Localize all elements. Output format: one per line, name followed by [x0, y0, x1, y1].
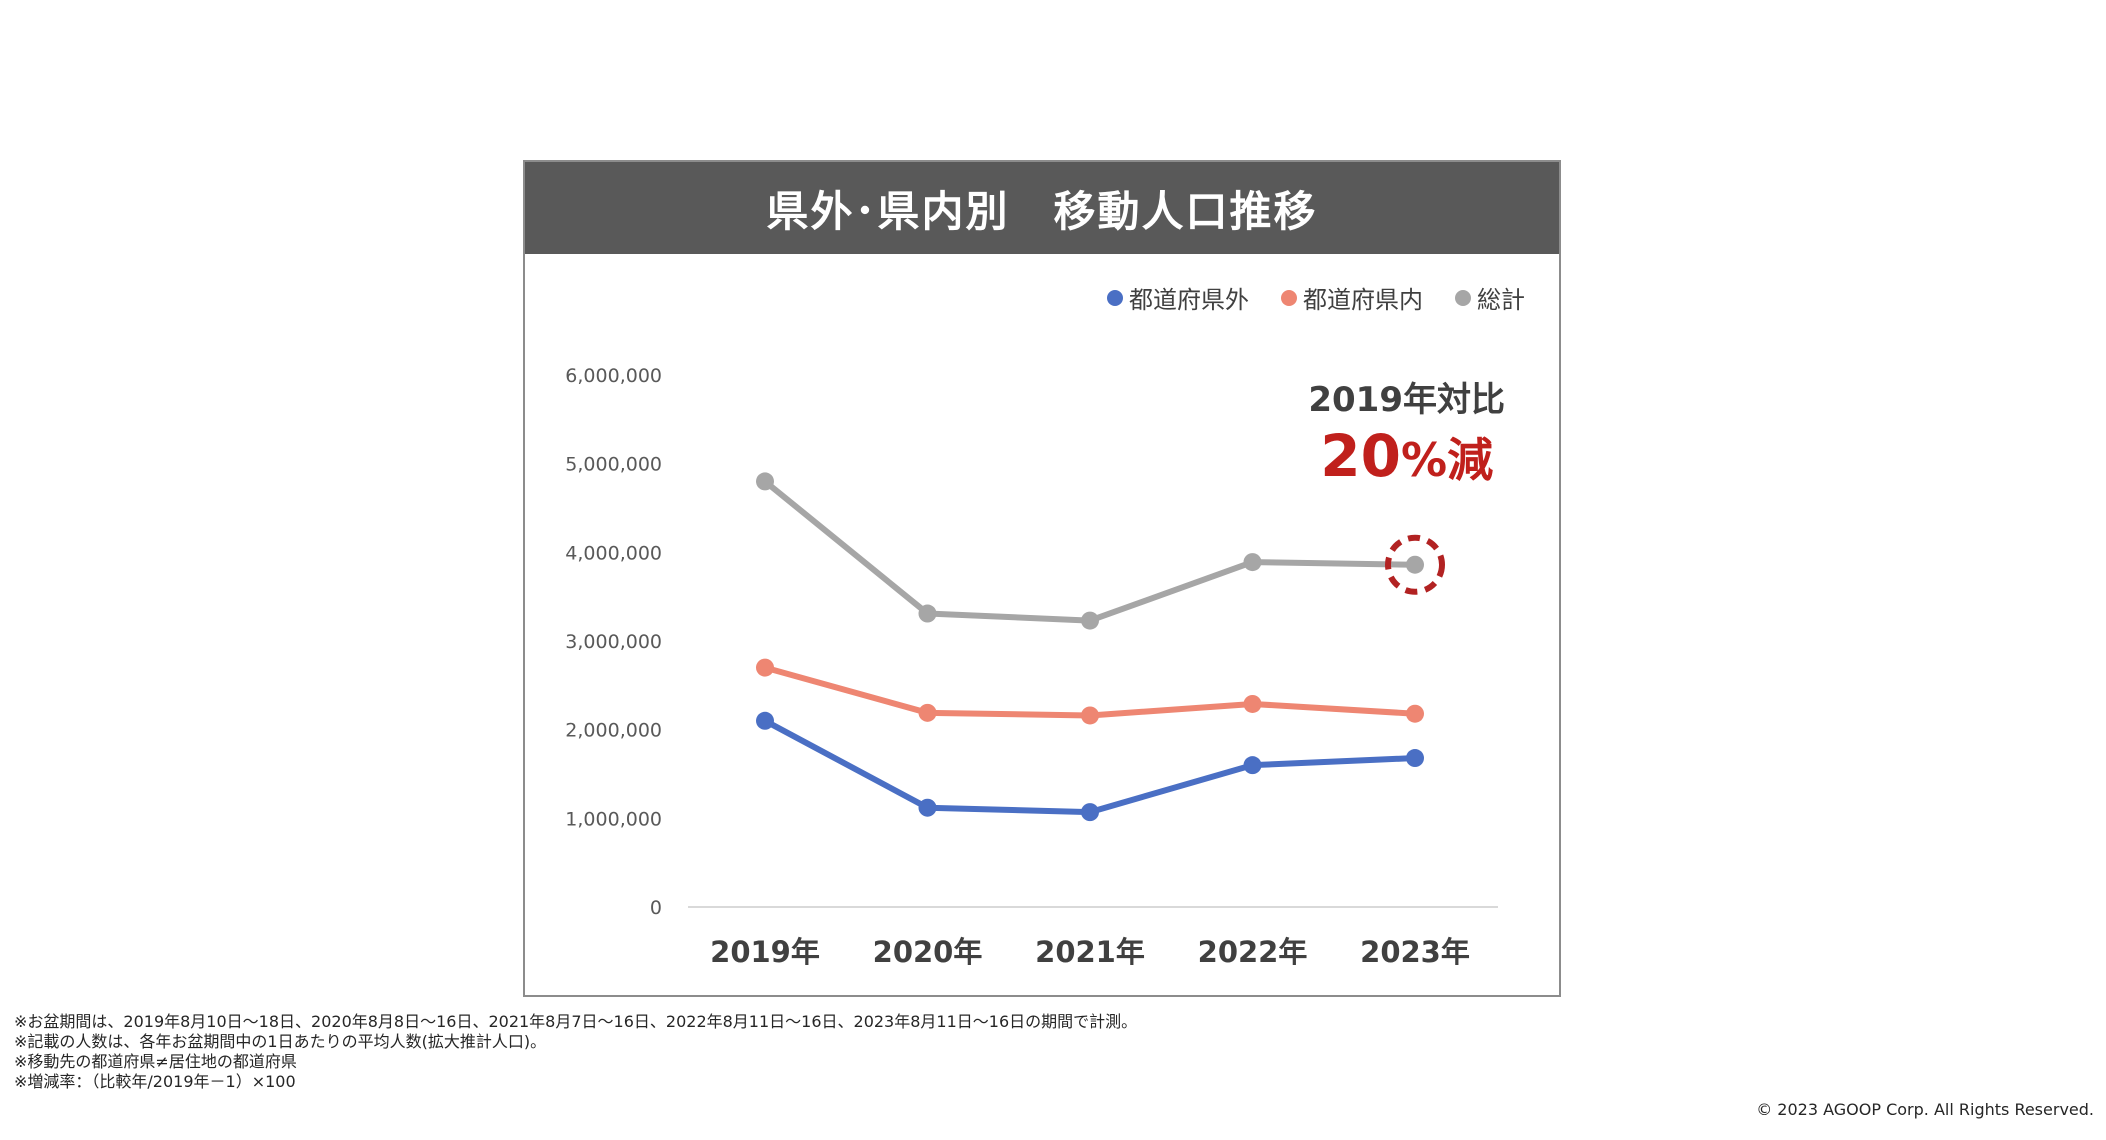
x-tick-label: 2023年: [1360, 935, 1470, 969]
callout-number: 20: [1320, 422, 1401, 491]
legend-label-within-prefecture: 都道府県内: [1303, 286, 1423, 314]
y-tick-label: 3,000,000: [565, 631, 662, 653]
footnote: ※移動先の都道府県≠居住地の都道府県: [14, 1052, 297, 1071]
data-point: [756, 658, 774, 677]
data-point: [1081, 803, 1099, 822]
x-tick-label: 2021年: [1035, 935, 1145, 969]
legend-item-within-prefecture: 都道府県内: [1281, 280, 1423, 315]
data-point: [1406, 555, 1424, 574]
y-tick-label: 1,000,000: [565, 808, 662, 830]
x-tick-label: 2020年: [873, 935, 983, 969]
footnote: ※記載の人数は、各年お盆期間中の1日あたりの平均人数(拡大推計人口)。: [14, 1032, 547, 1051]
data-point: [1081, 611, 1099, 630]
y-tick-label: 0: [650, 897, 662, 919]
legend-marker-total: [1455, 289, 1471, 306]
data-point: [1243, 553, 1262, 572]
data-point: [1406, 749, 1424, 768]
data-point: [1243, 694, 1262, 713]
y-tick-label: 4,000,000: [565, 542, 662, 564]
data-point: [918, 604, 937, 623]
data-point: [918, 798, 937, 817]
legend-item-total: 総計: [1455, 280, 1525, 315]
copyright: © 2023 AGOOP Corp. All Rights Reserved.: [1756, 1100, 2094, 1119]
data-point: [918, 703, 937, 722]
x-tick-label: 2019年: [710, 935, 820, 969]
x-tick-label: 2022年: [1198, 935, 1308, 969]
y-tick-label: 5,000,000: [565, 454, 662, 476]
callout-label: 2019年対比: [1308, 380, 1505, 420]
data-point: [1081, 706, 1099, 725]
chart-title: 県外･県内別 移動人口推移: [525, 162, 1559, 254]
data-point: [756, 472, 774, 491]
data-point: [756, 711, 774, 730]
footnotes: ※お盆期間は、2019年8月10日～18日、2020年8月8日～16日、2021…: [14, 1012, 1137, 1092]
data-point: [1243, 756, 1262, 775]
footnote: ※お盆期間は、2019年8月10日～18日、2020年8月8日～16日、2021…: [14, 1012, 1138, 1031]
legend-marker-within-prefecture: [1281, 289, 1297, 306]
highlight-ring: [1385, 534, 1445, 595]
callout-unit: %減: [1400, 433, 1494, 488]
series-line: [762, 478, 1418, 624]
y-tick-label: 2,000,000: [565, 720, 662, 742]
line-chart: 6,000,000 5,000,000 4,000,000 3,000,000 2,00…: [565, 365, 1498, 969]
legend-marker-out-of-prefecture: [1107, 289, 1123, 306]
legend-label-out-of-prefecture: 都道府県外: [1129, 286, 1249, 314]
chart-card: 県外･県内別 移動人口推移 都道府県外 都道府県内 総計 6,000,000 5,…: [523, 160, 1561, 997]
legend-item-out-of-prefecture: 都道府県外: [1107, 280, 1249, 315]
data-point: [1406, 704, 1424, 723]
legend-label-total: 総計: [1477, 286, 1525, 314]
series-line: [762, 717, 1418, 816]
callout-value: 20%減: [1308, 422, 1505, 491]
comparison-callout: 2019年対比 20%減: [1308, 380, 1505, 491]
footnote: ※増減率：（比較年/2019年－1）×100: [14, 1072, 296, 1091]
legend: 都道府県外 都道府県内 総計: [1107, 280, 1525, 315]
y-tick-label: 6,000,000: [565, 365, 662, 387]
